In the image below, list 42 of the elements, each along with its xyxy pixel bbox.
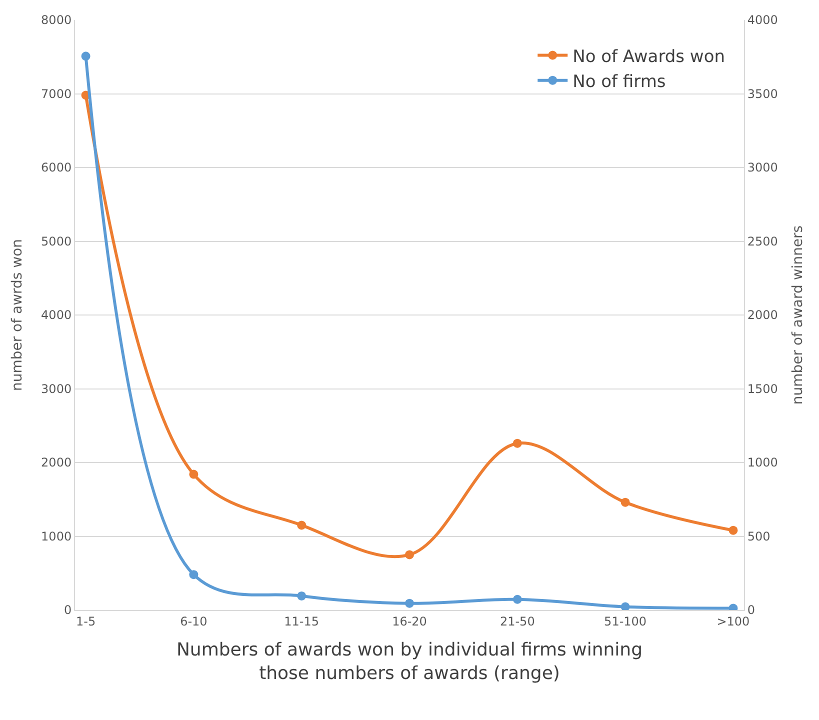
y2-tick-label: 2500	[747, 234, 778, 248]
y2-tick-label: 4000	[747, 13, 778, 28]
point	[81, 52, 90, 61]
y2-axis-title: number of award winners	[790, 225, 806, 405]
y-tick-label: 8000	[41, 13, 72, 28]
y2-tick-label: 0	[747, 603, 756, 618]
y2-tick-label: 2000	[747, 308, 778, 322]
x-tick-label: 11-15	[284, 614, 320, 628]
point	[512, 594, 522, 604]
y-tick-label: 3000	[41, 382, 72, 396]
x-tick-label: 21-50	[500, 614, 535, 628]
x-axis-title: Numbers of awards won by individual firms winning those numbers of awards (range)	[176, 640, 643, 684]
y-tick-label: 4000	[41, 308, 72, 322]
point	[297, 591, 306, 600]
y2-tick-label: 500	[747, 529, 770, 544]
point	[405, 550, 414, 560]
y2-tick-label: 1000	[747, 456, 778, 470]
point	[405, 598, 414, 608]
y2-tick-label: 3500	[747, 86, 778, 101]
legend-label: No of Awards won	[572, 46, 726, 67]
y-tick-label: 5000	[41, 234, 72, 248]
point	[620, 498, 630, 507]
point	[297, 520, 306, 530]
x-tick-label: >100	[716, 614, 750, 628]
point	[189, 570, 198, 580]
y-tick-label: 1000	[41, 529, 72, 544]
point	[620, 602, 630, 610]
point	[512, 438, 522, 448]
y2-tick-label: 1500	[747, 382, 778, 396]
y2-tick-label: 3000	[747, 160, 778, 175]
y-tick-label: 7000	[41, 86, 72, 101]
x-tick-label: 1-5	[76, 614, 96, 628]
point	[189, 470, 198, 479]
x-tick-label: 16-20	[392, 614, 427, 628]
y-tick-label: 0	[64, 603, 72, 618]
y-tick-label: 6000	[41, 160, 72, 175]
point	[728, 526, 738, 535]
y-axis-title: number of awrds won	[10, 238, 26, 392]
legend-label: No of firms	[572, 72, 666, 92]
y-tick-label: 2000	[41, 456, 72, 470]
x-tick-label: 51-100	[604, 614, 647, 628]
x-tick-label: 6-10	[180, 614, 208, 628]
